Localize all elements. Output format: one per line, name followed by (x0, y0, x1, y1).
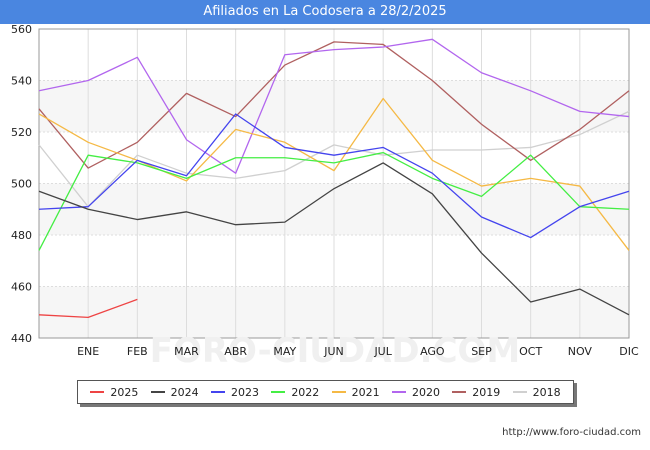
y-tick-label: 540 (11, 75, 32, 88)
legend-label: 2022 (291, 385, 320, 399)
y-tick-label: 460 (11, 281, 32, 294)
legend-item-2022: 2022 (271, 386, 319, 399)
y-tick-label: 520 (11, 126, 32, 139)
series-line-2024 (38, 162, 630, 316)
y-axis: 440 460 480 500 520 540 560 (11, 23, 32, 345)
legend-label: 2019 (472, 385, 501, 399)
x-tick-label: MAY (273, 345, 296, 358)
chart-title: Afiliados en La Codosera a 28/2/2025 (203, 4, 447, 19)
y-tick-label: 440 (11, 332, 32, 345)
y-tick-label: 560 (11, 23, 32, 36)
legend-item-2020: 2020 (391, 385, 440, 399)
series-line-2025 (38, 298, 138, 319)
legend-swatch (150, 391, 165, 393)
x-tick-label: DIC (619, 345, 639, 358)
legend-label: 2018 (532, 385, 561, 399)
x-tick-label: MAR (174, 345, 199, 358)
series-line-2020 (38, 38, 630, 174)
legend-swatch (90, 391, 105, 393)
x-axis: ENE FEB MAR ABR MAY JUN JUL AGO SEP OCT NOV DIC (77, 345, 639, 358)
series-line-2018 (38, 110, 630, 208)
legend-item-2021: 2021 (331, 385, 380, 399)
legend-label: 2024 (170, 385, 199, 399)
x-tick-label: ABR (224, 345, 247, 358)
legend-swatch (271, 391, 286, 393)
legend-swatch (210, 391, 225, 393)
y-tick-label: 480 (11, 229, 32, 242)
source-credit: http://www.foro-ciudad.com (502, 427, 641, 438)
legend-label: 2025 (110, 385, 139, 399)
series-line-2022 (38, 151, 630, 251)
x-tick-label: JUN (323, 345, 344, 358)
legend-swatch (512, 391, 527, 393)
legend-item-2024: 2024 (150, 385, 199, 399)
series-line-2023 (38, 113, 630, 239)
legend-item-2023: 2023 (210, 385, 259, 399)
y-tick-label: 500 (11, 178, 32, 191)
x-tick-label: ENE (77, 345, 99, 358)
series-lines (38, 38, 630, 319)
grid-lines (38, 28, 630, 339)
legend-item-2025: 2025 (90, 386, 138, 399)
x-tick-label: SEP (471, 345, 492, 358)
x-tick-label: FEB (127, 345, 148, 358)
legend-item-2018: 2018 (512, 385, 561, 399)
x-tick-label: OCT (519, 345, 542, 358)
series-line-2019 (38, 41, 630, 169)
x-tick-label: NOV (568, 345, 593, 358)
legend-label: 2021 (351, 385, 380, 399)
legend-swatch (331, 391, 346, 393)
legend-swatch (391, 391, 406, 393)
legend: 2025 2024 2023 2022 2021 2020 2019 2018 (77, 380, 574, 404)
legend-item-2019: 2019 (452, 386, 500, 399)
legend-swatch (452, 391, 467, 393)
legend-label: 2023 (230, 385, 259, 399)
plot-border (38, 28, 630, 339)
line-chart: FORO-CIUDAD.COM 440 460 480 500 520 540 560 EN… (11, 23, 639, 371)
x-tick-label: AGO (420, 345, 445, 358)
legend-label: 2020 (411, 385, 440, 399)
title-bar: Afiliados en La Codosera a 28/2/2025 (0, 0, 650, 24)
x-tick-label: JUL (373, 345, 392, 358)
watermark-text: FORO-CIUDAD.COM (150, 331, 521, 371)
